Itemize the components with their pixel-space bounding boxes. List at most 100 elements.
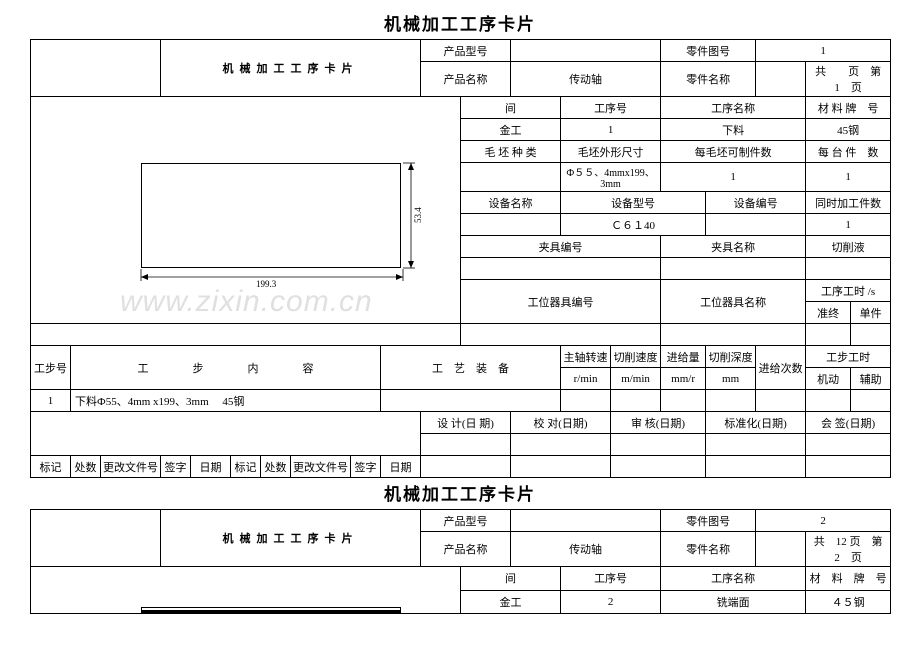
c2-r3c1: 间 [461,567,561,591]
c2-r3c3: 工序名称 [661,567,806,591]
r8c3 [706,214,806,236]
step1-equip [381,390,561,412]
part-name-label: 零件名称 [661,62,756,97]
card2-table: 机械加工工序卡片 产品型号 零件图号 2 产品名称 传动轴 零件名称 共 12 … [30,509,891,614]
step1-count [756,390,806,412]
depth-h: 切削深度 [706,346,756,368]
part-rect [141,163,401,268]
c2-page-info: 共 12 页 第 2 页 [806,532,891,567]
r4c1: 金工 [461,119,561,141]
c2-header-blank [31,510,161,567]
r9c2: 夹具名称 [661,236,806,258]
header-blank [31,40,161,97]
c2-r4c4: ４５钢 [806,590,891,614]
spacer-r1 [461,324,661,346]
step1-depth [706,390,756,412]
depth-u: mm [706,368,756,390]
rev-doc: 更改文件号 [101,456,161,478]
r11c3: 工序工时 /s [806,280,891,302]
spacer-row [31,324,461,346]
c2-pm-label: 产品型号 [421,510,511,532]
r5c1: 毛 坯 种 类 [461,141,561,163]
speed-h: 切削速度 [611,346,661,368]
c2-r3c2: 工序号 [561,567,661,591]
c2-r4c2: 2 [561,590,661,614]
r3c2: 工序号 [561,97,661,119]
part-drawing-no-label: 零件图号 [661,40,756,62]
rev-sig: 签字 [161,456,191,478]
rev-doc2: 更改文件号 [291,456,351,478]
header-card-label: 机械加工工序卡片 [161,40,421,97]
c2-partn [756,532,806,567]
r11bc2: 单件 [851,302,891,324]
step1-tb [851,390,891,412]
r3c3: 工序名称 [661,97,806,119]
c2-partn-label: 零件名称 [661,532,756,567]
c2-pn: 传动轴 [511,532,661,567]
std-date-v [706,434,806,456]
r4c4: 45钢 [806,119,891,141]
step1-speed [611,390,661,412]
rev-b3 [611,456,706,478]
step1-spindle [561,390,611,412]
rev-b2 [511,456,611,478]
rev-loc2: 处数 [261,456,291,478]
r10c1 [461,258,661,280]
step1-feed [661,390,706,412]
c2-pdn-label: 零件图号 [661,510,756,532]
time-b: 辅助 [851,368,891,390]
r8c2: Ｃ６１40 [561,214,706,236]
product-model [511,40,661,62]
r7c3: 设备编号 [706,192,806,214]
r8c4: 1 [806,214,891,236]
rev-date: 日期 [191,456,231,478]
spacer-r2 [661,324,806,346]
sign-date-h: 会 签(日期) [806,412,891,434]
speed-u: m/min [611,368,661,390]
step1-no: 1 [31,390,71,412]
page-info: 共 页 第 1 页 [806,62,891,97]
r11c2: 工位器具名称 [661,280,806,324]
rev-date2: 日期 [381,456,421,478]
c2-header-label: 机械加工工序卡片 [161,510,421,567]
step-no-h: 工步号 [31,346,71,390]
r10c2 [661,258,806,280]
r10c3 [806,258,891,280]
c2-part-rect [141,607,401,613]
card1-title: 机械加工工序卡片 [30,10,890,35]
std-date-h: 标准化(日期) [706,412,806,434]
r5c4: 每 台 件 数 [806,141,891,163]
rev-b1 [421,456,511,478]
time-h: 工步工时 [806,346,891,368]
feed-u: mm/r [661,368,706,390]
c2-r4c3: 铣端面 [661,590,806,614]
design-date-v [421,434,511,456]
review-date-h: 审 核(日期) [611,412,706,434]
spacer-r4 [851,324,891,346]
c2-drawing-area [31,567,461,614]
card2-title: 机械加工工序卡片 [30,480,890,505]
count-h: 进给次数 [756,346,806,390]
rev-sig2: 签字 [351,456,381,478]
footer-blank [31,412,421,456]
time-a: 机动 [806,368,851,390]
r7c4: 同时加工件数 [806,192,891,214]
rev-b4 [706,456,806,478]
rev-mark2: 标记 [231,456,261,478]
c2-r3c4: 材 料 牌 号 [806,567,891,591]
dim-height-text: 53.4 [413,207,423,223]
product-name-label: 产品名称 [421,62,511,97]
rev-b5 [806,456,891,478]
step-equip-h: 工 艺 装 备 [381,346,561,390]
spindle-h: 主轴转速 [561,346,611,368]
r3c1: 间 [461,97,561,119]
r3c4: 材 料 牌 号 [806,97,891,119]
r6c4: 1 [806,163,891,192]
step1-content: 下料Ф55、4mm x199、3mm 45钢 [71,390,381,412]
part-name [756,62,806,97]
r7c2: 设备型号 [561,192,706,214]
review-date-v [611,434,706,456]
step1-ta [806,390,851,412]
r9c1: 夹具编号 [461,236,661,258]
drawing-area: 199.3 53.4 [31,97,461,324]
